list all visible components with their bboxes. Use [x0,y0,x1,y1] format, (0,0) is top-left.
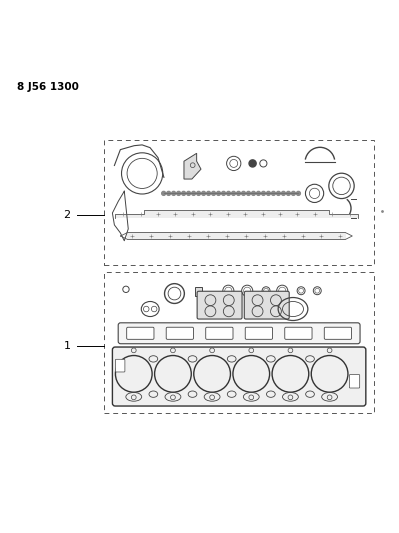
Circle shape [271,191,275,196]
Bar [195,287,202,296]
Circle shape [251,191,255,196]
Circle shape [217,191,221,196]
FancyBboxPatch shape [285,327,312,340]
Circle shape [261,191,265,196]
Circle shape [267,191,271,196]
Text: 8 J56 1300: 8 J56 1300 [17,82,79,92]
FancyBboxPatch shape [197,291,242,319]
Circle shape [241,191,245,196]
FancyBboxPatch shape [127,327,154,340]
Circle shape [281,191,285,196]
Circle shape [247,191,251,196]
Circle shape [172,191,176,196]
Circle shape [162,191,166,196]
Circle shape [187,191,191,196]
Circle shape [231,191,235,196]
Bar [105,140,374,264]
FancyBboxPatch shape [324,327,352,340]
FancyBboxPatch shape [244,291,289,319]
Circle shape [182,191,186,196]
Circle shape [192,191,196,196]
Circle shape [296,191,300,196]
Circle shape [211,191,215,196]
Circle shape [197,191,201,196]
Circle shape [227,191,231,196]
Circle shape [249,160,256,167]
Circle shape [237,191,241,196]
Circle shape [286,191,290,196]
Polygon shape [115,209,358,219]
FancyBboxPatch shape [350,375,359,388]
Circle shape [291,191,295,196]
Bar [105,272,374,413]
FancyBboxPatch shape [118,323,360,344]
Circle shape [207,191,211,196]
FancyBboxPatch shape [115,359,125,372]
Circle shape [177,191,181,196]
Polygon shape [184,154,201,179]
Circle shape [221,191,225,196]
FancyBboxPatch shape [166,327,194,340]
Circle shape [277,191,280,196]
FancyBboxPatch shape [245,327,273,340]
Text: 2: 2 [63,210,71,220]
FancyBboxPatch shape [206,327,233,340]
Text: 1: 1 [64,341,71,351]
Circle shape [201,191,205,196]
Circle shape [257,191,261,196]
Circle shape [167,191,171,196]
FancyBboxPatch shape [113,347,366,406]
